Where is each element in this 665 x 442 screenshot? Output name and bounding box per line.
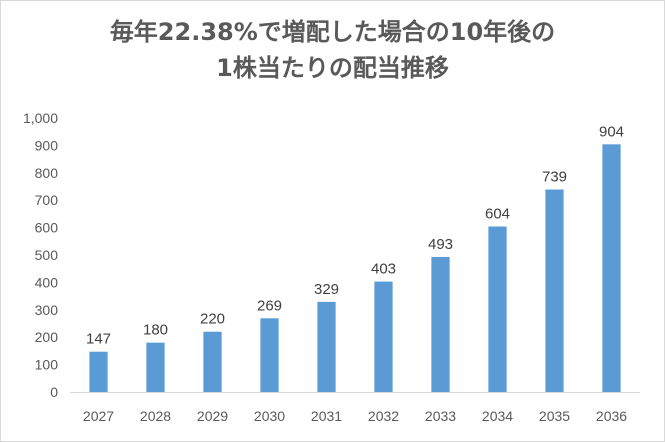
data-label: 180 bbox=[143, 322, 168, 339]
x-tick-label: 2033 bbox=[425, 408, 456, 424]
data-label: 403 bbox=[371, 261, 396, 278]
bar bbox=[260, 318, 279, 392]
data-label: 269 bbox=[257, 297, 282, 314]
x-tick-label: 2029 bbox=[197, 408, 228, 424]
x-tick-label: 2028 bbox=[140, 408, 171, 424]
bar bbox=[317, 301, 336, 392]
x-tick-label: 2036 bbox=[596, 408, 627, 424]
data-label: 220 bbox=[200, 311, 225, 328]
y-tick-label: 1,000 bbox=[23, 110, 58, 126]
x-tick-label: 2034 bbox=[482, 408, 513, 424]
y-tick-label: 500 bbox=[35, 247, 59, 263]
bar bbox=[203, 331, 222, 392]
x-tick-label: 2031 bbox=[311, 408, 342, 424]
bar bbox=[146, 342, 165, 392]
data-label: 739 bbox=[542, 169, 567, 186]
x-tick-label: 2035 bbox=[539, 408, 570, 424]
bar bbox=[602, 144, 621, 392]
y-tick-label: 800 bbox=[35, 165, 59, 181]
bar bbox=[431, 256, 450, 392]
y-tick-label: 700 bbox=[35, 192, 59, 208]
x-tick-label: 2030 bbox=[254, 408, 285, 424]
y-tick-label: 200 bbox=[35, 329, 59, 345]
chart-title: 毎年22.38%で増配した場合の10年後の 1株当たりの配当推移 bbox=[0, 14, 665, 86]
bar bbox=[374, 281, 393, 392]
data-label: 329 bbox=[314, 281, 339, 298]
y-tick-label: 600 bbox=[35, 220, 59, 236]
bar bbox=[545, 189, 564, 392]
y-tick-label: 0 bbox=[50, 384, 58, 400]
x-tick-label: 2027 bbox=[83, 408, 114, 424]
y-tick-label: 300 bbox=[35, 302, 59, 318]
x-tick-label: 2032 bbox=[368, 408, 399, 424]
y-tick-label: 400 bbox=[35, 274, 59, 290]
bar bbox=[488, 226, 507, 392]
y-tick-label: 900 bbox=[35, 137, 59, 153]
chart-title-line-1: 毎年22.38%で増配した場合の10年後の bbox=[109, 18, 556, 46]
y-tick-label: 100 bbox=[35, 357, 59, 373]
data-label: 604 bbox=[485, 206, 510, 223]
data-label: 904 bbox=[599, 123, 624, 140]
data-label: 493 bbox=[428, 236, 453, 253]
chart-title-line-2: 1株当たりの配当推移 bbox=[216, 54, 449, 82]
bar bbox=[89, 351, 108, 392]
data-label: 147 bbox=[86, 331, 111, 348]
